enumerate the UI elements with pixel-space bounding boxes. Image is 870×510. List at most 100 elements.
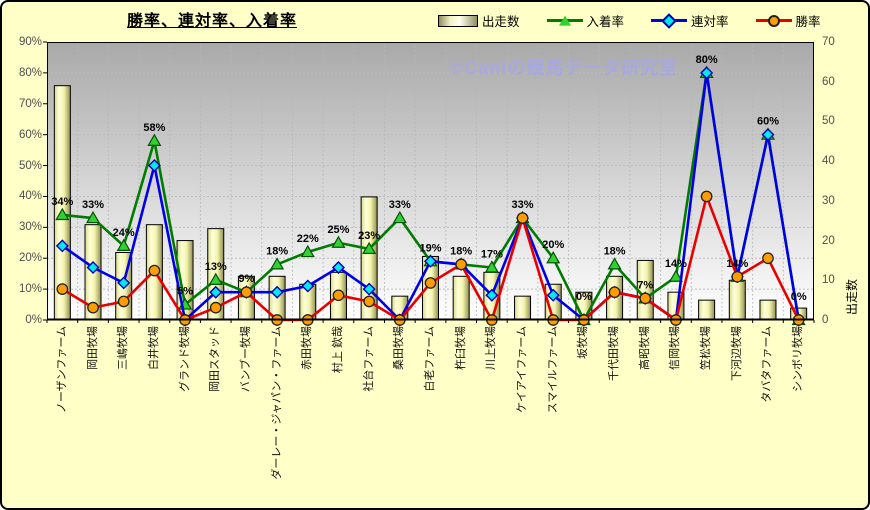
left-axis-tick: 70% bbox=[18, 97, 42, 110]
data-label: 23% bbox=[358, 230, 380, 242]
circle-marker-icon bbox=[209, 301, 222, 314]
x-axis-label: 千代田牧場 bbox=[608, 326, 621, 381]
data-label: 18% bbox=[604, 245, 626, 257]
diamond-marker-icon bbox=[485, 288, 499, 302]
data-label: 0% bbox=[791, 291, 807, 303]
diamond-marker-icon bbox=[546, 288, 560, 302]
left-axis-tick: 0% bbox=[25, 314, 42, 326]
circle-marker-icon bbox=[639, 292, 652, 305]
data-label: 5% bbox=[177, 286, 193, 298]
diamond-marker-icon bbox=[270, 285, 284, 299]
left-axis-tick: 20% bbox=[18, 252, 42, 265]
right-axis-tick: 0 bbox=[822, 314, 829, 326]
left-axis-tick: 90% bbox=[18, 36, 42, 48]
data-label: 22% bbox=[297, 233, 319, 245]
left-axis-tick: 40% bbox=[18, 190, 42, 203]
right-axis-tick: 30 bbox=[822, 194, 835, 207]
left-axis-tick: 80% bbox=[18, 66, 42, 79]
left-axis-tick: 60% bbox=[18, 128, 42, 141]
triangle-marker-icon bbox=[270, 257, 285, 270]
diamond-marker-icon bbox=[301, 279, 315, 293]
data-label: 34% bbox=[51, 196, 73, 208]
right-axis-tick: 40 bbox=[822, 155, 835, 168]
circle-marker-icon bbox=[455, 258, 468, 271]
triangle-marker-icon bbox=[331, 235, 346, 248]
circle-marker-icon bbox=[731, 270, 744, 283]
circle-marker-icon bbox=[755, 14, 792, 27]
diamond-marker-icon bbox=[209, 285, 223, 299]
data-label: 25% bbox=[327, 224, 349, 236]
x-axis-label: 岡田スタッド bbox=[209, 326, 222, 392]
circle-marker-icon bbox=[424, 277, 437, 289]
circle-marker-icon bbox=[363, 295, 375, 308]
data-label: 19% bbox=[419, 242, 441, 254]
bar bbox=[728, 279, 746, 321]
x-axis-label: ノーザンファーム bbox=[55, 326, 68, 414]
circle-marker-icon bbox=[700, 190, 713, 203]
right-axis-tick: 10 bbox=[822, 274, 835, 287]
x-axis-label: 赤田牧場 bbox=[301, 326, 314, 370]
data-label: 58% bbox=[143, 122, 165, 134]
diamond-marker-icon bbox=[651, 12, 688, 29]
data-label: 24% bbox=[113, 227, 135, 239]
x-axis-label: 川上牧場 bbox=[485, 326, 498, 370]
diamond-marker-icon bbox=[424, 254, 437, 268]
data-label: 0% bbox=[576, 291, 592, 303]
data-label: 14% bbox=[726, 258, 748, 270]
diamond-marker-icon bbox=[147, 159, 161, 173]
bar bbox=[452, 275, 470, 321]
legend-item-placing-rate: 入着率 bbox=[546, 11, 625, 30]
circle-marker-icon bbox=[762, 252, 774, 265]
x-axis-label: 高昭牧場 bbox=[638, 326, 651, 370]
triangle-marker-icon bbox=[147, 133, 162, 146]
right-axis-tick: 50 bbox=[822, 115, 835, 128]
x-axis-label: 岡田牧場 bbox=[86, 326, 99, 370]
x-axis-label: 杵臼牧場 bbox=[454, 326, 467, 370]
data-label: 17% bbox=[481, 248, 503, 260]
data-label: 13% bbox=[205, 261, 227, 273]
triangle-marker-icon bbox=[668, 269, 683, 282]
x-axis-label: 桑田牧場 bbox=[393, 326, 406, 370]
triangle-marker-icon bbox=[392, 210, 407, 224]
legend-item-win-rate: 勝率 bbox=[755, 11, 821, 30]
x-axis-label: ケイアイファーム bbox=[516, 326, 529, 413]
x-axis-label: スマイルファーム bbox=[546, 326, 559, 414]
x-axis-label: シンボリ牧場 bbox=[792, 326, 805, 392]
data-label: 18% bbox=[266, 245, 288, 257]
right-axis-title: 出走数 bbox=[845, 279, 859, 316]
diamond-marker-icon bbox=[761, 128, 775, 142]
triangle-marker-icon bbox=[484, 260, 499, 273]
triangle-marker-icon bbox=[300, 244, 315, 258]
legend-label: 入着率 bbox=[586, 15, 625, 29]
x-axis-label: 信岡牧場 bbox=[669, 326, 682, 370]
plot-area: 34% 33% 24% 58% 5% 13% 9% 18% 22% 25% 23% 33% 19% 18%… bbox=[43, 41, 815, 327]
left-axis-tick: 50% bbox=[18, 159, 42, 172]
data-label: 20% bbox=[542, 239, 564, 251]
triangle-marker-icon bbox=[607, 257, 622, 270]
data-label: 33% bbox=[512, 199, 534, 211]
x-axis-label: ダーレー・ジャパン・ファーム bbox=[270, 326, 283, 480]
right-axis-tick: 70 bbox=[822, 36, 835, 48]
triangle-marker-icon bbox=[208, 272, 223, 285]
triangle-marker-icon bbox=[116, 238, 131, 251]
x-axis-label: 三嶋牧場 bbox=[117, 326, 130, 370]
x-axis-label: 白老ファーム bbox=[424, 326, 436, 392]
bar-swatch-icon bbox=[438, 14, 478, 27]
x-axis-label: 社台ファーム bbox=[362, 326, 375, 392]
triangle-marker-icon bbox=[546, 15, 583, 26]
data-label: 14% bbox=[665, 258, 687, 270]
data-label: 33% bbox=[82, 199, 104, 211]
right-axis-tick: 60 bbox=[822, 75, 835, 88]
x-axis-label: タバタファーム bbox=[761, 326, 774, 403]
x-axis-label: 坂牧場 bbox=[577, 326, 590, 359]
left-axis-tick: 10% bbox=[18, 283, 42, 296]
diamond-marker-icon bbox=[86, 260, 100, 274]
bar bbox=[514, 295, 532, 321]
legend-item-starts: 出走数 bbox=[438, 11, 520, 30]
triangle-marker-icon bbox=[362, 241, 377, 255]
legend: 出走数 入着率 連対率 勝率 bbox=[438, 11, 821, 30]
x-axis-label: 村上 欽哉 bbox=[331, 326, 344, 374]
circle-marker-icon bbox=[240, 286, 253, 299]
right-axis-tick: 20 bbox=[822, 234, 835, 247]
